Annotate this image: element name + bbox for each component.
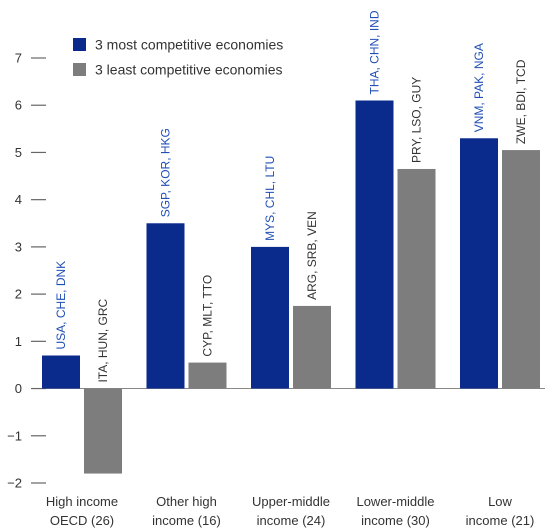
legend-swatch	[73, 63, 86, 76]
category-label: income (16)	[152, 513, 221, 528]
bar-label: MYS, CHL, LTU	[263, 156, 277, 241]
bar-label: ZWE, BDI, TCD	[514, 59, 528, 144]
legend: 3 most competitive economies 3 least comp…	[73, 37, 283, 78]
bar-series-2	[293, 305, 331, 389]
category-label: High income	[46, 494, 118, 509]
y-tick-label: 6	[15, 98, 22, 113]
category-label: Low	[488, 494, 512, 509]
category-label: income (21)	[466, 513, 535, 528]
y-tick-label: 7	[15, 51, 22, 66]
bar-label: VNM, PAK, NGA	[472, 43, 486, 132]
bar-series-2	[188, 362, 227, 389]
y-tick-label: 0	[15, 381, 22, 396]
legend-swatch	[73, 38, 86, 51]
category-label: Lower-middle	[356, 494, 434, 509]
y-tick-label: −1	[7, 428, 22, 443]
y-tick-label: 5	[15, 145, 22, 160]
bar-series-1	[460, 138, 498, 389]
bar-labels: USA, CHE, DNK ITA, HUN, GRC SGP, KOR, HKG C…	[54, 10, 528, 382]
bar-series-2	[84, 388, 122, 474]
category-label: Other high	[156, 494, 217, 509]
legend-entry: 3 most competitive economies	[95, 37, 283, 53]
bar-label: ARG, SRB, VEN	[305, 211, 319, 300]
bar-series-1	[251, 246, 289, 389]
bar-series-1	[146, 223, 185, 389]
y-tick-label: −2	[7, 476, 22, 491]
y-tick-label: 1	[15, 334, 22, 349]
bar-series-1	[42, 355, 80, 389]
category-label: income (30)	[361, 513, 430, 528]
category-label: income (24)	[257, 513, 326, 528]
legend-entry: 3 least competitive economies	[95, 62, 283, 78]
x-axis: High income OECD (26) Other high income (16…	[46, 494, 534, 528]
category-label: Upper-middle	[252, 494, 330, 509]
bar-label: PRY, LSO, GUY	[410, 77, 424, 163]
bar-series-1	[355, 100, 394, 389]
bars	[42, 100, 540, 474]
category-label: OECD (26)	[50, 513, 114, 528]
bar-label: ITA, HUN, GRC	[96, 298, 110, 382]
y-tick-label: 2	[15, 287, 22, 302]
bar-label: SGP, KOR, HKG	[159, 128, 173, 217]
bar-series-2	[502, 150, 540, 389]
bar-label: CYP, MLT, TTO	[201, 275, 215, 357]
bar-label: USA, CHE, DNK	[54, 261, 68, 350]
bar-series-2	[397, 168, 436, 389]
y-tick-label: 3	[15, 239, 22, 254]
bar-label: THA, CHN, IND	[368, 10, 382, 94]
y-tick-label: 4	[15, 192, 22, 207]
